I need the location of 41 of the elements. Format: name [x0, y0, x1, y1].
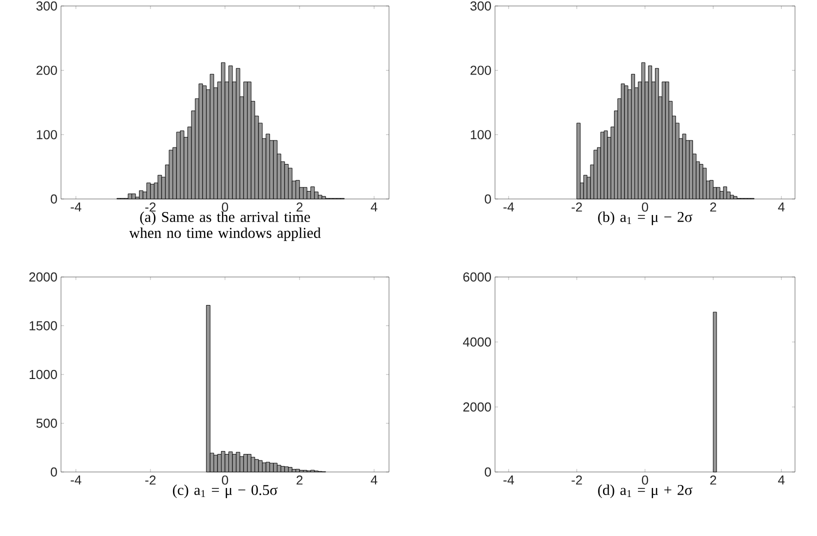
x-tick-label: 4	[778, 476, 785, 484]
x-tick-label: 2	[710, 476, 716, 485]
x-tick-label: -2	[572, 476, 582, 485]
y-tick-label: 6000	[463, 272, 491, 282]
y-tick-label: 300	[36, 1, 57, 11]
x-tick-label: -4	[70, 476, 82, 484]
x-tick-label: 0	[642, 202, 648, 212]
y-tick-label: 100	[470, 130, 491, 140]
x-tick-label: 2	[710, 202, 716, 212]
x-tick-label: 4	[370, 202, 378, 212]
y-tick-label: 2000	[29, 272, 57, 282]
x-tick-label: 0	[222, 202, 228, 212]
x-tick-label: -2	[145, 476, 156, 485]
y-tick-label: 4000	[462, 337, 491, 347]
y-tick-label: 2000	[463, 402, 491, 412]
x-tick-label: -2	[572, 202, 582, 212]
x-tick-label: -4	[503, 202, 514, 212]
y-tick-label: 0	[484, 194, 491, 204]
x-tick-label: 0	[222, 476, 228, 485]
y-tick-label: 1000	[30, 370, 57, 380]
x-axis-title: (d) a$_{1}$ = μ + 2σ	[598, 484, 692, 498]
y-tick-label: 100	[36, 130, 57, 140]
y-tick-label: 0	[484, 467, 491, 477]
x-tick-label: 2	[296, 202, 302, 212]
x-tick-label: 4	[370, 476, 378, 484]
y-tick-label: 0	[50, 194, 57, 204]
x-tick-label: 0	[642, 476, 648, 485]
x-tick-label: -2	[145, 202, 156, 212]
y-tick-label: 300	[470, 1, 491, 11]
x-axis-title: (a) Same as the arrival time when no time windows applied	[129, 212, 321, 242]
x-axis-title: (c) a$_{1}$ = μ − 0.5σ	[172, 484, 278, 498]
x-tick-label: 4	[778, 202, 785, 212]
y-tick-label: 200	[36, 66, 57, 75]
x-axis-title: (b) a$_{1}$ = μ − 2σ	[598, 212, 692, 226]
y-tick-label: 1500	[30, 321, 57, 330]
y-tick-label: 500	[36, 418, 57, 428]
y-tick-label: 200	[470, 66, 491, 75]
x-tick-label: 2	[296, 476, 302, 485]
x-tick-label: -4	[503, 476, 514, 484]
x-tick-label: -4	[70, 202, 82, 212]
y-tick-label: 0	[50, 467, 57, 477]
